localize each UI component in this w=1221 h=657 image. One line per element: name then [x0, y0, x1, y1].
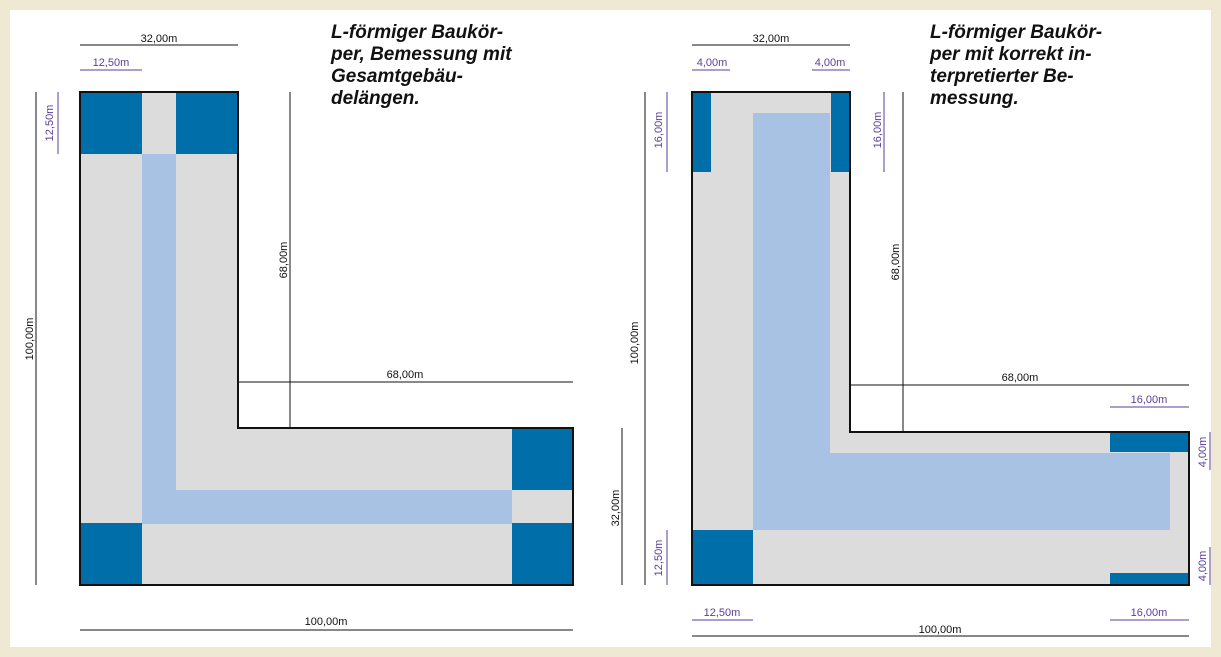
right-dim-side-b: 16,00m	[872, 112, 884, 149]
right-zone-wing-bottom	[1110, 573, 1189, 585]
right-dim-bottom-sub-b: 16,00m	[1131, 607, 1168, 619]
left-corner-wing-bottom	[512, 523, 573, 585]
right-title: L-förmiger Baukör- per mit korrekt in- t…	[930, 22, 1103, 109]
left-dim-top: 32,00m	[141, 33, 178, 45]
left-outline	[79, 91, 574, 586]
left-corner-bottom-left	[80, 523, 142, 585]
left-corner-top-left	[80, 92, 142, 154]
left-corner-wing-top	[512, 428, 573, 490]
left-title: L-förmiger Baukör- per, Bemessung mit Ge…	[331, 22, 512, 109]
right-dim-top-sub-a: 4,00m	[697, 57, 728, 69]
right-dim-top: 32,00m	[753, 33, 790, 45]
left-dim-bottom: 100,00m	[305, 616, 348, 628]
right-figure: 32,00m 4,00m 4,00m 16,00m 16,00m 100,00m…	[610, 33, 1211, 637]
left-figure: 32,00m 12,50m 12,50m 100,00m 68,00m 68,0…	[24, 33, 574, 631]
left-core-vertical	[142, 154, 176, 524]
left-dim-left: 100,00m	[24, 318, 36, 361]
left-dim-inner-h: 68,00m	[387, 369, 424, 381]
left-corner-top-right	[176, 92, 238, 154]
right-zone-wing-top	[1110, 432, 1189, 452]
right-dim-inner-v: 68,00m	[890, 244, 902, 281]
right-outline	[691, 91, 1190, 586]
right-dim-inner-h: 68,00m	[1002, 372, 1039, 384]
right-dim-corner: 12,50m	[653, 540, 665, 577]
right-zone-top-left	[692, 92, 711, 172]
right-dim-side-a: 16,00m	[653, 112, 665, 149]
right-corner-bottom-left	[692, 530, 753, 585]
right-dim-left: 100,00m	[629, 322, 641, 365]
right-zone-top-right	[831, 92, 850, 172]
left-dim-side-sub: 12,50m	[44, 105, 56, 142]
right-dim-wing: 32,00m	[610, 490, 622, 527]
right-core-horizontal	[753, 453, 1170, 530]
right-dim-right-b: 4,00m	[1197, 551, 1209, 582]
right-dim-top-sub-b: 4,00m	[815, 57, 846, 69]
right-dim-right-sub-top: 16,00m	[1131, 394, 1168, 406]
left-dim-inner-v: 68,00m	[278, 242, 290, 279]
right-dim-bottom: 100,00m	[919, 624, 962, 636]
right-dim-bottom-sub-a: 12,50m	[704, 607, 741, 619]
left-core-horizontal	[142, 490, 512, 524]
right-dim-right-a: 4,00m	[1197, 437, 1209, 468]
left-dim-top-sub: 12,50m	[93, 57, 130, 69]
